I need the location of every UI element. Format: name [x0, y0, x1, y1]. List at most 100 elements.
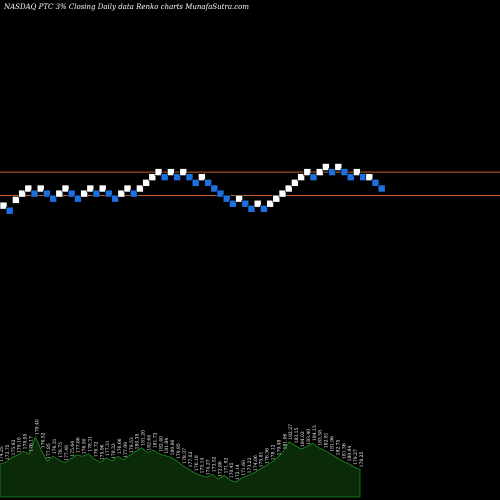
down-brick: [377, 184, 386, 193]
volume-label: 176.31: [52, 438, 58, 454]
volume-label: 175.64: [70, 441, 76, 457]
down-brick: [49, 194, 57, 203]
up-brick: [353, 168, 361, 176]
volume-label: 175.96: [99, 444, 105, 460]
up-brick: [266, 199, 274, 208]
volume-label: 178.12: [271, 444, 277, 460]
down-brick: [371, 179, 380, 187]
down-brick: [67, 189, 76, 198]
up-brick: [284, 184, 293, 193]
volume-label: 177.89: [123, 442, 129, 458]
up-brick: [272, 194, 281, 203]
volume-label: 172.14: [235, 464, 241, 480]
volume-label: 177.48: [64, 445, 70, 461]
volume-labels: 174.25 173.75 175.92 179.10 178.05 176.17178.…: [0, 419, 365, 480]
volume-label: 171.60: [241, 460, 247, 476]
volume-label: 179.53: [129, 437, 135, 453]
volume-label: 180.94: [347, 446, 353, 462]
volume-area: [0, 435, 361, 498]
chart-subtitle: 3% Closing Daily data Renko charts Munaf…: [56, 3, 250, 11]
ticker-label: NASDAQ PTC: [3, 3, 54, 11]
volume-label: 173.75: [5, 444, 11, 460]
up-brick: [12, 196, 20, 204]
down-brick: [241, 199, 250, 208]
down-brick: [92, 189, 101, 198]
volume-label: 172.86: [217, 461, 223, 477]
volume-label: 178.25: [359, 452, 365, 468]
volume-label: 175.92: [11, 440, 17, 456]
volume-label: 182.27: [288, 424, 294, 440]
volume-label: 178.37: [182, 448, 188, 464]
down-brick: [216, 189, 225, 198]
volume-label: 179.95: [176, 443, 182, 459]
up-brick: [117, 189, 126, 198]
up-brick: [136, 184, 144, 193]
volume-label: 183.58: [318, 430, 324, 446]
up-brick: [142, 179, 150, 187]
volume-label: 181.72: [152, 432, 158, 448]
volume-label: 170.45: [229, 462, 235, 478]
up-brick: [61, 184, 70, 193]
volume-label: 181.36: [341, 443, 347, 459]
down-brick: [160, 173, 169, 181]
down-brick: [260, 205, 268, 213]
down-brick: [222, 194, 231, 203]
down-brick: [229, 199, 237, 208]
volume-label: 184.02: [300, 431, 306, 447]
up-brick: [198, 173, 206, 181]
up-brick: [278, 189, 287, 198]
volume-label: 182.75: [335, 440, 341, 456]
volume-label: 176.36: [265, 448, 271, 464]
volume-label: 180.35: [135, 434, 141, 450]
up-brick: [0, 201, 8, 210]
up-brick: [55, 189, 64, 198]
volume-label: 181.84: [164, 438, 170, 454]
volume-label: 174.25: [0, 446, 5, 462]
up-brick: [303, 168, 312, 176]
volume-label: 173.22: [247, 458, 253, 474]
volume-label: 180.96: [170, 440, 176, 456]
volume-label: 178.32: [111, 443, 117, 459]
down-brick: [129, 189, 138, 198]
up-brick: [86, 184, 95, 193]
volume-label: 177.86: [76, 437, 82, 453]
down-brick: [247, 205, 256, 213]
volume-label: 181.20: [141, 430, 147, 446]
up-brick: [24, 184, 33, 193]
volume-label: 176.17: [29, 436, 35, 452]
up-brick: [18, 189, 26, 198]
down-brick: [185, 173, 194, 181]
volume-label: 176.50: [82, 438, 88, 454]
volume-label: 181.06: [282, 434, 288, 450]
volume-label: 177.85: [46, 443, 52, 459]
volume-label: 182.64: [147, 435, 153, 451]
down-brick: [346, 173, 355, 181]
down-brick: [43, 189, 51, 198]
volume-label: 176.18: [194, 455, 200, 471]
down-brick: [74, 194, 82, 203]
renko-bricks: [0, 163, 386, 215]
volume-label: 176.52: [40, 432, 46, 448]
volume-label: 174.06: [253, 455, 259, 471]
down-brick: [328, 168, 336, 176]
volume-label: 183.40: [306, 429, 312, 445]
up-brick: [179, 168, 188, 176]
volume-label: 181.96: [330, 436, 336, 452]
volume-label: 179.48: [276, 440, 282, 456]
up-brick: [148, 173, 157, 181]
down-brick: [204, 179, 212, 187]
volume-label: 184.13: [312, 425, 318, 441]
down-brick: [173, 173, 181, 181]
volume-label: 182.81: [324, 432, 330, 448]
up-brick: [123, 184, 132, 193]
up-brick: [322, 163, 330, 171]
volume-label: 176.72: [93, 441, 99, 457]
volume-label: 182.40: [158, 436, 164, 452]
volume-label: 177.31: [105, 440, 111, 456]
up-brick: [98, 184, 107, 193]
volume-label: 177.02: [188, 452, 194, 468]
volume-label: 175.14: [200, 458, 206, 474]
volume-label: 178.40: [34, 419, 40, 435]
